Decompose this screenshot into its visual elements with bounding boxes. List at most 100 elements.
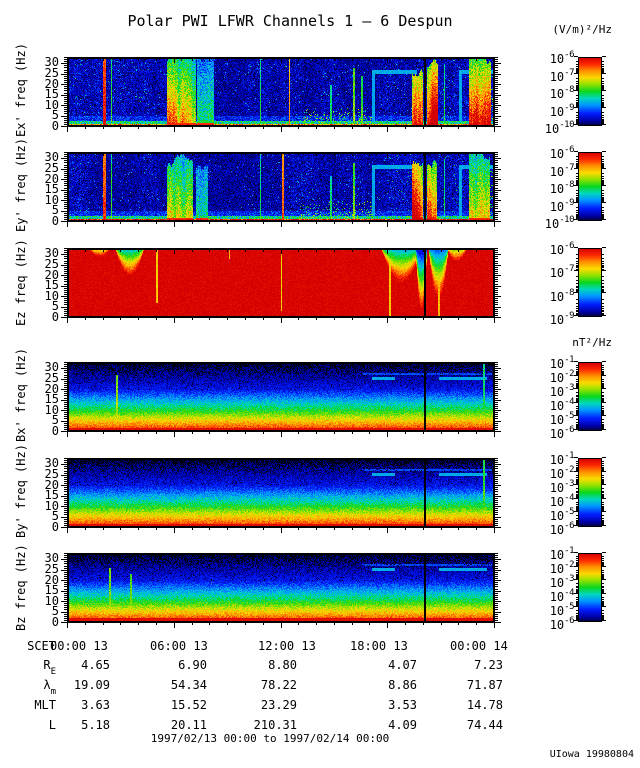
freq-tick-label: 25 <box>44 66 59 80</box>
time-tick-label: 18:00 13 <box>350 639 408 653</box>
freq-tick-label: 10 <box>44 98 59 112</box>
freq-tick-label: 30 <box>44 150 59 164</box>
ephemeris-row-label-λ: λm <box>43 678 56 698</box>
colorbar-bz <box>574 552 608 624</box>
ephemeris-value: 19.09 <box>73 678 110 692</box>
colorbar-tick-label: 10-5 <box>549 602 575 618</box>
ephemeris-value: 8.80 <box>268 658 297 672</box>
ephemeris-row-label-r: RE <box>43 658 56 678</box>
ephemeris-value: 74.44 <box>466 718 503 732</box>
panel-ylabel-bx: Bx' freq (Hz) <box>14 348 28 442</box>
ephemeris-value: 14.78 <box>466 698 503 712</box>
freq-tick-label: 0 <box>51 615 59 629</box>
electric-units-label: (V/m)²/Hz <box>552 23 612 36</box>
ephemeris-value: 54.34 <box>170 678 207 692</box>
ephemeris-value: 15.52 <box>170 698 207 712</box>
colorbar-tick-label: 10-9 <box>549 198 575 214</box>
freq-tick-label: 15 <box>44 583 59 597</box>
time-tick-label: 06:00 13 <box>150 639 208 653</box>
colorbar-by <box>574 457 608 529</box>
time-tick-label: 12:00 13 <box>258 639 316 653</box>
colorbar-tick-label: 10-6 <box>549 425 575 441</box>
colorbar-tick-label: 10-10 <box>544 215 575 231</box>
freq-tick-label: 20 <box>44 478 59 492</box>
ephemeris-value: 5.18 <box>81 718 110 732</box>
colorbar-tick-label: 10-8 <box>549 288 575 304</box>
freq-tick-label: 20 <box>44 268 59 282</box>
credit-label: UIowa 19980804 <box>549 749 634 760</box>
time-tick-label: 00:00 14 <box>450 639 508 653</box>
freq-tick-label: 15 <box>44 87 59 101</box>
ephemeris-row-label-l: L <box>48 718 56 732</box>
ephemeris-value: 8.86 <box>388 678 417 692</box>
panel-ylabel-ey: Ey' freq (Hz) <box>14 138 28 232</box>
colorbar-tick-label: 10-9 <box>549 311 575 327</box>
freq-tick-label: 0 <box>51 214 59 228</box>
freq-tick-label: 5 <box>51 604 59 618</box>
freq-tick-label: 30 <box>44 246 59 260</box>
colorbar-tick-label: 10-2 <box>549 465 575 481</box>
freq-tick-label: 15 <box>44 182 59 196</box>
colorbar-ez <box>574 247 608 319</box>
ephemeris-value: 7.23 <box>474 658 503 672</box>
spectrogram-panel-bz <box>59 553 503 631</box>
colorbar-tick-label: 10-6 <box>549 50 575 66</box>
date-range-label: 1997/02/13 00:00 to 1997/02/14 00:00 <box>150 732 390 745</box>
scet-row-label: SCET <box>27 639 56 653</box>
panel-ylabel-ez: Ez freq (Hz) <box>14 239 28 327</box>
colorbar-tick-label: 10-1 <box>549 546 575 562</box>
freq-tick-label: 0 <box>51 119 59 133</box>
ephemeris-value: 20.11 <box>170 718 207 732</box>
freq-tick-label: 30 <box>44 456 59 470</box>
colorbar-tick-label: 10-1 <box>549 355 575 371</box>
ephemeris-value: 4.09 <box>388 718 417 732</box>
spectrogram-panel-ex <box>59 57 503 135</box>
freq-tick-label: 20 <box>44 573 59 587</box>
freq-tick-label: 30 <box>44 55 59 69</box>
ephemeris-value: 78.22 <box>260 678 297 692</box>
ephemeris-value: 6.90 <box>178 658 207 672</box>
colorbar-tick-label: 10-6 <box>549 616 575 632</box>
page-title: Polar PWI LFWR Channels 1 — 6 Despun <box>127 12 453 30</box>
freq-tick-label: 30 <box>44 360 59 374</box>
colorbar-tick-label: 10-8 <box>549 85 575 101</box>
freq-tick-label: 5 <box>51 413 59 427</box>
ephemeris-value: 23.29 <box>260 698 297 712</box>
spectrogram-panel-bx <box>59 362 503 440</box>
spectrogram-panel-by <box>59 458 503 536</box>
freq-tick-label: 0 <box>51 520 59 534</box>
freq-tick-label: 20 <box>44 382 59 396</box>
freq-tick-label: 10 <box>44 594 59 608</box>
colorbar-tick-label: 10-8 <box>549 180 575 196</box>
magnetic-units-label: nT²/Hz <box>572 336 612 349</box>
colorbar-tick-label: 10-2 <box>549 560 575 576</box>
freq-tick-label: 5 <box>51 108 59 122</box>
colorbar-ex <box>574 56 608 128</box>
colorbar-tick-label: 10-10 <box>544 120 575 136</box>
ephemeris-value: 3.53 <box>388 698 417 712</box>
freq-tick-label: 15 <box>44 488 59 502</box>
colorbar-tick-label: 10-4 <box>549 493 575 509</box>
freq-tick-label: 10 <box>44 403 59 417</box>
freq-tick-label: 5 <box>51 299 59 313</box>
freq-tick-label: 25 <box>44 562 59 576</box>
freq-tick-label: 25 <box>44 371 59 385</box>
colorbar-tick-label: 10-7 <box>549 264 575 280</box>
colorbar-tick-label: 10-6 <box>549 145 575 161</box>
colorbar-tick-label: 10-4 <box>549 397 575 413</box>
colorbar-tick-label: 10-7 <box>549 163 575 179</box>
freq-tick-label: 30 <box>44 551 59 565</box>
ephemeris-value: 71.87 <box>466 678 503 692</box>
colorbar-tick-label: 10-1 <box>549 451 575 467</box>
freq-tick-label: 15 <box>44 278 59 292</box>
colorbar-tick-label: 10-3 <box>549 574 575 590</box>
colorbar-tick-label: 10-9 <box>549 103 575 119</box>
freq-tick-label: 20 <box>44 172 59 186</box>
ephemeris-value: 210.31 <box>253 718 297 732</box>
colorbar-ey <box>574 151 608 223</box>
ephemeris-value: 4.07 <box>388 658 417 672</box>
freq-tick-label: 20 <box>44 77 59 91</box>
freq-tick-label: 10 <box>44 499 59 513</box>
freq-tick-label: 25 <box>44 257 59 271</box>
